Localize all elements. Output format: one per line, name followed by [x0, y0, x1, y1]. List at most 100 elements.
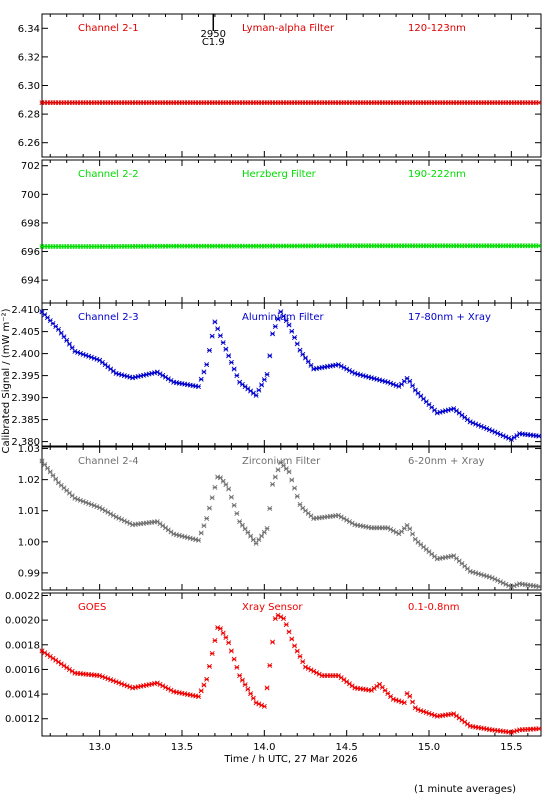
data-point	[220, 478, 226, 484]
panel-frame	[41, 13, 542, 158]
data-point	[226, 640, 232, 646]
data-point	[261, 377, 267, 383]
data-point	[456, 715, 462, 721]
data-point	[410, 531, 416, 537]
y-tick-label: 0.99	[18, 568, 40, 579]
panel-channel-label: Channel 2-2	[78, 169, 139, 180]
data-point	[228, 494, 234, 500]
data-point	[261, 529, 267, 535]
panel-channel-label: GOES	[78, 602, 106, 613]
data-point	[401, 700, 407, 706]
data-point	[256, 387, 262, 393]
data-point	[286, 469, 292, 475]
y-tick-label: 6.26	[18, 138, 40, 149]
data-point	[349, 683, 355, 689]
data-point	[168, 529, 174, 535]
data-point	[259, 533, 265, 539]
data-point	[371, 685, 377, 691]
data-point	[292, 643, 298, 649]
x-tick-label: 13.0	[89, 742, 111, 753]
data-point	[204, 515, 210, 522]
data-point	[217, 626, 223, 632]
data-point	[234, 510, 240, 516]
data-point	[536, 433, 542, 439]
panel-band-label: 6-20nm + Xray	[408, 456, 485, 467]
data-point	[536, 584, 542, 590]
data-point	[297, 347, 303, 353]
data-point	[278, 309, 284, 315]
data-point	[292, 485, 298, 491]
y-tick-label: 0.0020	[5, 616, 40, 627]
panel-band-label: 190-222nm	[408, 169, 466, 180]
data-point	[234, 664, 240, 670]
data-point	[201, 523, 207, 529]
data-point	[64, 337, 70, 343]
data-point	[404, 522, 410, 528]
data-point	[209, 333, 215, 339]
data-point	[160, 523, 166, 529]
data-point	[212, 484, 218, 490]
data-point	[270, 481, 276, 487]
data-point	[226, 353, 232, 359]
data-point	[338, 675, 344, 681]
data-point	[272, 474, 278, 480]
y-tick-label: 2.390	[11, 393, 40, 404]
event-marker-label-2: C1.9	[202, 37, 225, 48]
data-point	[297, 653, 303, 659]
data-point	[264, 526, 270, 532]
data-point	[286, 322, 292, 328]
data-point	[289, 477, 295, 483]
data-point	[206, 347, 212, 353]
data-point	[195, 537, 201, 543]
data-point	[237, 673, 243, 679]
y-tick-label: 2.400	[11, 349, 40, 360]
series-4	[39, 458, 542, 590]
data-point	[459, 717, 465, 723]
data-point	[162, 525, 169, 531]
data-point	[294, 341, 300, 347]
data-point	[231, 656, 237, 662]
footnote: (1 minute averages)	[414, 784, 516, 795]
data-point	[261, 703, 267, 709]
data-point	[217, 333, 223, 339]
data-point	[204, 676, 210, 682]
y-tick-label: 1.03	[18, 444, 40, 455]
y-tick-label: 1.01	[18, 506, 40, 517]
data-point	[61, 334, 67, 340]
data-point	[407, 378, 413, 384]
data-point	[275, 316, 281, 322]
data-point	[212, 638, 218, 644]
data-point	[47, 469, 53, 475]
event-marker-label-1: 2950	[201, 29, 226, 40]
data-point	[283, 318, 289, 324]
data-point	[264, 685, 270, 691]
data-point	[212, 319, 218, 325]
data-point	[66, 341, 72, 347]
data-point	[250, 695, 256, 701]
data-point	[217, 475, 223, 481]
panel-frame	[41, 446, 542, 591]
y-tick-label: 696	[21, 247, 40, 258]
x-tick-label: 14.0	[253, 742, 275, 753]
series-3	[39, 309, 542, 442]
data-point	[407, 693, 413, 699]
data-point	[453, 713, 459, 719]
y-tick-label: 0.0016	[5, 665, 40, 676]
data-point	[368, 687, 374, 693]
data-point	[237, 519, 243, 525]
x-tick-label: 13.5	[171, 742, 193, 753]
data-point	[536, 726, 542, 732]
data-point	[270, 639, 276, 645]
y-tick-label: 0.0018	[5, 640, 40, 651]
y-tick-label: 2.410	[11, 305, 40, 316]
panel-band-label: 0.1-0.8nm	[408, 602, 460, 613]
data-point	[53, 476, 59, 482]
data-point	[231, 366, 237, 372]
panel-filter-label: Lyman-alpha Filter	[242, 23, 335, 34]
data-point	[42, 462, 48, 468]
x-axis-title: Time / h UTC, 27 Mar 2026	[223, 754, 357, 765]
data-point	[223, 482, 229, 488]
panels-layer: 6.26 6.28 6.30 6.32 6.34 Channel 2-1 Lyman-alp…	[5, 13, 542, 737]
panel-frame	[41, 159, 542, 304]
data-point	[305, 359, 311, 365]
